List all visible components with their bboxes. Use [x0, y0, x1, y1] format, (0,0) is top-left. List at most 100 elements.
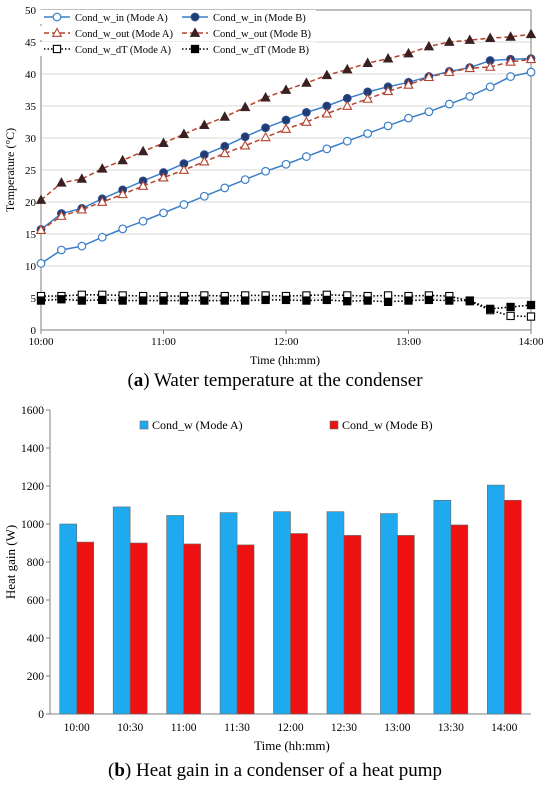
- y-axis-title: Temperature (°C): [3, 128, 17, 212]
- data-point: [159, 208, 168, 218]
- data-point: [321, 69, 333, 80]
- series-5: [36, 295, 536, 314]
- x-tick-label: 10:00: [64, 722, 90, 734]
- y-axis-title: Heat gain (W): [3, 525, 18, 599]
- chart-axes: 0 200 400 600 800 1000 1200 1400 1600 10:00 10:30 1…: [21, 405, 531, 734]
- data-point: [404, 113, 413, 123]
- legend-label: Cond_w_out (Mode B): [213, 29, 312, 40]
- bar-mode-a: [433, 499, 452, 715]
- legend-swatch: [139, 420, 149, 430]
- data-point: [280, 123, 292, 133]
- data-point: [363, 129, 373, 138]
- data-point: [321, 108, 333, 118]
- data-point: [484, 61, 496, 71]
- legend: Cond_w_in (Mode A) Cond_w_in (Mode B) Cond…: [40, 10, 316, 56]
- legend-entry-bg: [178, 10, 316, 24]
- data-point: [302, 296, 311, 305]
- bar-mode-b: [343, 535, 362, 715]
- data-point: [464, 34, 475, 44]
- data-point: [77, 241, 87, 251]
- y-tick-label: 15: [25, 229, 37, 241]
- data-series: [35, 28, 537, 321]
- data-point: [342, 100, 353, 110]
- data-point: [363, 296, 372, 305]
- x-tick-label: 11:00: [171, 722, 197, 734]
- data-point: [97, 196, 108, 206]
- data-point: [36, 296, 46, 305]
- data-point: [241, 296, 250, 305]
- data-point: [424, 295, 434, 305]
- y-tick-label: 1200: [21, 481, 44, 493]
- y-tick-label: 20: [25, 197, 37, 209]
- data-point: [506, 302, 515, 312]
- y-tick-label: 400: [27, 633, 45, 645]
- bar-mode-b: [290, 533, 308, 715]
- data-point: [199, 191, 209, 201]
- legend-entry: Cond_w_in (Mode A): [40, 10, 178, 24]
- legend-entry: Cond_w (Mode A): [139, 418, 243, 432]
- series-0: [36, 67, 536, 268]
- data-point: [280, 84, 292, 94]
- data-point: [506, 72, 515, 81]
- data-point: [404, 296, 413, 305]
- caption-b-label: b: [114, 760, 125, 781]
- data-point: [56, 210, 67, 220]
- data-point: [444, 99, 454, 109]
- data-point: [219, 147, 230, 158]
- data-point: [179, 200, 189, 209]
- data-point: [444, 36, 455, 46]
- x-tick-label: 10:00: [28, 336, 54, 348]
- data-point: [424, 107, 434, 117]
- legend-label: Cond_w_dT (Mode A): [75, 45, 172, 56]
- data-point: [240, 132, 250, 142]
- data-point: [57, 295, 66, 304]
- bar-mode-a: [219, 512, 238, 715]
- data-point: [260, 92, 271, 102]
- data-point: [486, 304, 495, 314]
- legend-entry: Cond_w_out (Mode A): [40, 26, 178, 40]
- y-tick-label: 800: [27, 557, 45, 569]
- heat-gain-bar-chart: 0 200 400 600 800 1000 1200 1400 1600 10:00 10:30 1…: [3, 405, 531, 753]
- series-line: [40, 57, 532, 231]
- caption-b-text: Heat gain in a condenser of a heat pump: [131, 760, 442, 781]
- bar-mode-a: [273, 511, 291, 715]
- x-tick-label: 13:00: [384, 722, 410, 734]
- data-point: [158, 172, 169, 182]
- x-tick-label: 11:00: [151, 336, 176, 348]
- data-point: [281, 295, 291, 305]
- x-tick-label: 10:30: [117, 722, 143, 734]
- data-point: [220, 296, 229, 305]
- data-point: [465, 91, 475, 101]
- bar-mode-b: [129, 542, 148, 715]
- data-point: [220, 183, 230, 193]
- legend-label: Cond_w_in (Mode A): [75, 13, 168, 24]
- bar-mode-b: [76, 541, 95, 715]
- legend-marker: [51, 27, 63, 37]
- data-point: [200, 296, 209, 305]
- data-point: [36, 259, 46, 268]
- legend-entry-bg: [178, 42, 316, 56]
- data-point: [403, 47, 414, 58]
- y-tick-label: 5: [31, 293, 37, 305]
- legend-label: Cond_w_out (Mode A): [75, 29, 174, 40]
- data-point: [77, 296, 86, 305]
- bar-mode-a: [166, 515, 184, 715]
- data-point: [117, 154, 128, 165]
- data-point: [484, 32, 496, 43]
- data-point: [240, 175, 250, 185]
- data-point: [76, 204, 88, 214]
- legend-marker: [190, 44, 200, 54]
- x-tick-label: 12:30: [331, 722, 357, 734]
- legend-entry-bg: [40, 42, 178, 56]
- bar-mode-a: [380, 513, 398, 715]
- legend-entry: Cond_w_in (Mode B): [178, 10, 316, 24]
- x-tick-label: 13:30: [438, 722, 464, 734]
- data-point: [526, 67, 536, 77]
- data-point: [97, 163, 108, 173]
- data-point: [301, 116, 312, 126]
- legend-label: Cond_w_dT (Mode B): [213, 45, 310, 56]
- data-point: [261, 295, 270, 305]
- y-tick-label: 1000: [21, 519, 44, 531]
- bar-mode-a: [486, 484, 505, 715]
- data-point: [178, 128, 190, 139]
